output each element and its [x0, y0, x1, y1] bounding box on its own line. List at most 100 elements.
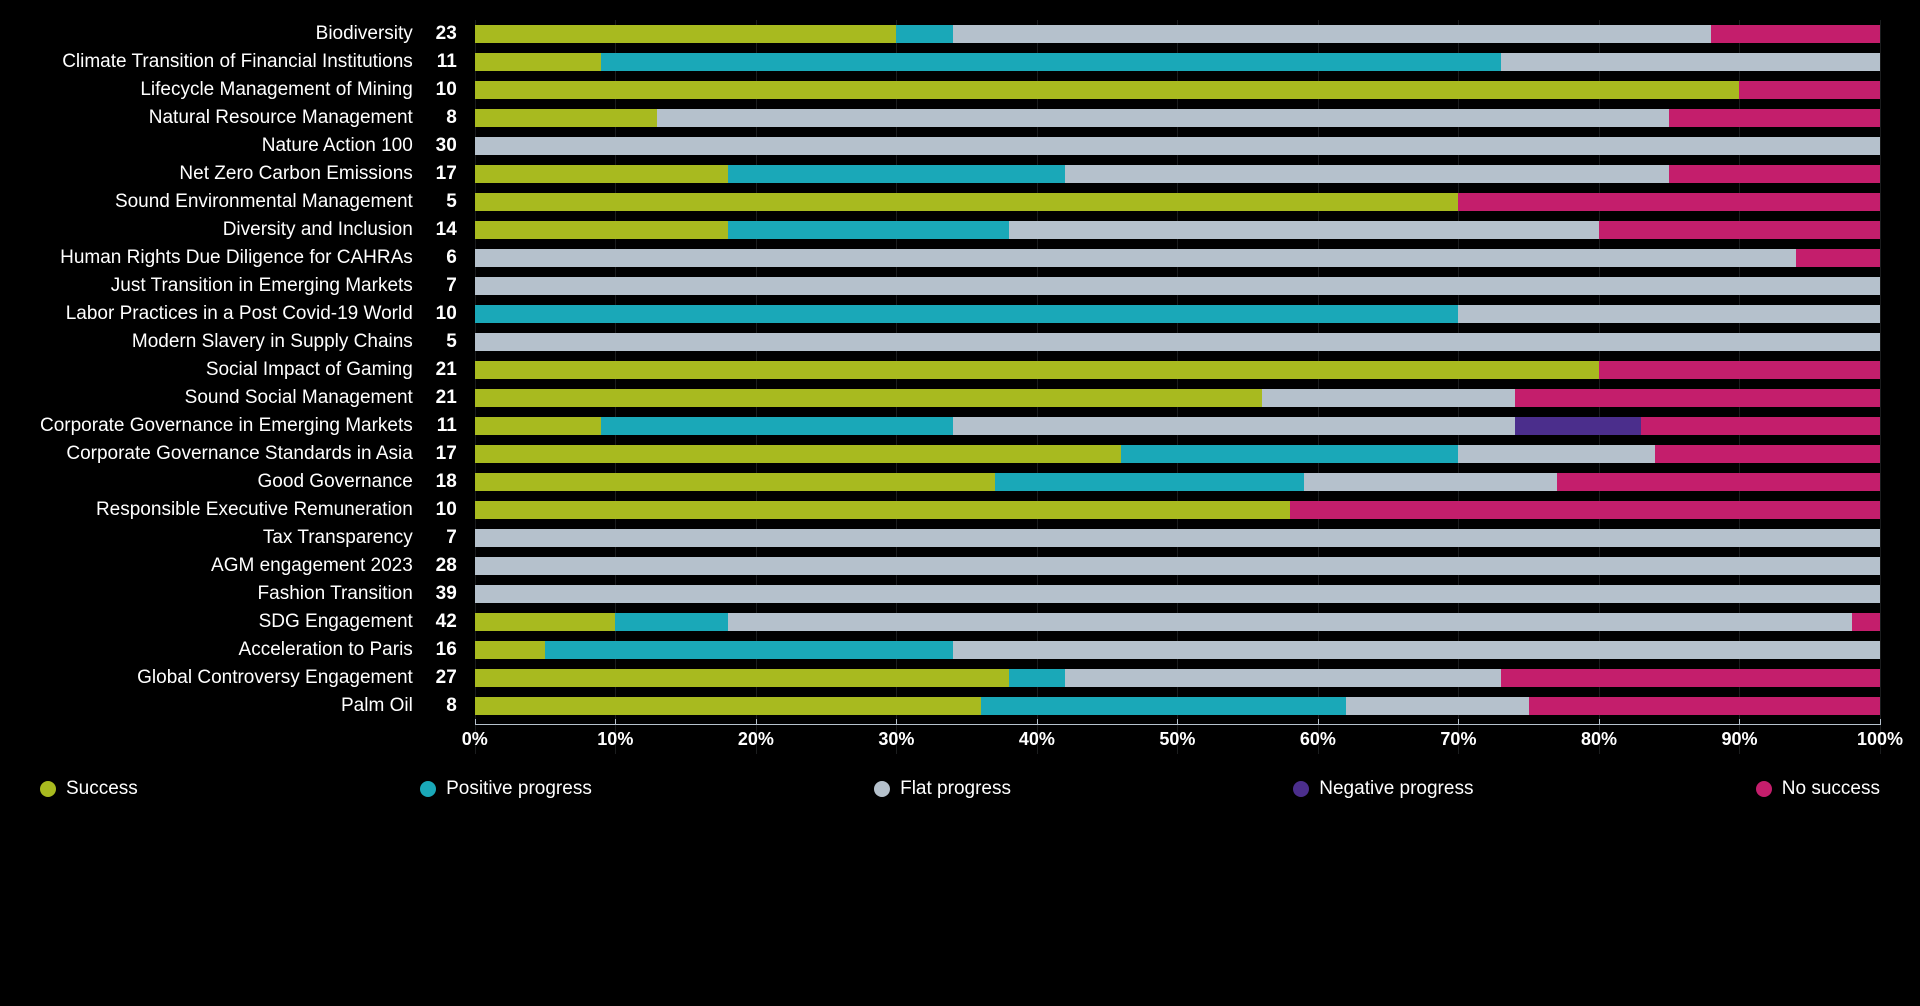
axis-tick-label: 10% [597, 729, 633, 750]
segment-flat_progress [953, 25, 1712, 43]
axis-tick-label: 90% [1721, 729, 1757, 750]
segment-success [475, 109, 658, 127]
legend: SuccessPositive progressFlat progressNeg… [40, 778, 1880, 800]
category-label: Corporate Governance in Emerging Markets [40, 412, 413, 440]
bar-row [475, 692, 1880, 720]
category-label: SDG Engagement [40, 608, 413, 636]
segment-flat_progress [1009, 221, 1599, 239]
stacked-bar [475, 165, 1880, 183]
legend-swatch [874, 781, 890, 797]
legend-item-no_success: No success [1756, 778, 1880, 800]
bar-row [475, 20, 1880, 48]
axis-tick [1880, 719, 1881, 725]
bar-row [475, 272, 1880, 300]
category-value: 17 [427, 440, 457, 468]
category-value: 30 [427, 132, 457, 160]
bar-row [475, 636, 1880, 664]
segment-success [475, 389, 1262, 407]
segment-flat_progress [1458, 445, 1655, 463]
segment-flat_progress [953, 417, 1515, 435]
category-value: 21 [427, 384, 457, 412]
legend-swatch [420, 781, 436, 797]
segment-success [475, 25, 897, 43]
category-value: 21 [427, 356, 457, 384]
axis-tick [1458, 719, 1459, 725]
segment-success [475, 445, 1121, 463]
category-value: 10 [427, 496, 457, 524]
category-values-column: 2311108301751467105212111171810728394216… [413, 20, 475, 754]
segment-positive_progress [728, 221, 1009, 239]
segment-success [475, 669, 1009, 687]
segment-success [475, 417, 601, 435]
segment-no_success [1529, 697, 1880, 715]
legend-label: Positive progress [446, 778, 592, 800]
axis-tick-label: 0% [462, 729, 488, 750]
bar-row [475, 104, 1880, 132]
category-value: 42 [427, 608, 457, 636]
segment-positive_progress [1121, 445, 1458, 463]
category-value: 11 [427, 412, 457, 440]
stacked-bar [475, 529, 1880, 547]
axis-tick-label: 50% [1159, 729, 1195, 750]
segment-no_success [1739, 81, 1880, 99]
segment-success [475, 361, 1599, 379]
segment-no_success [1711, 25, 1880, 43]
category-value: 10 [427, 76, 457, 104]
segment-success [475, 501, 1290, 519]
x-axis: 0%10%20%30%40%50%60%70%80%90%100% [475, 724, 1880, 754]
category-label: Natural Resource Management [40, 104, 413, 132]
legend-item-positive_progress: Positive progress [420, 778, 592, 800]
stacked-bar [475, 81, 1880, 99]
segment-flat_progress [1458, 305, 1880, 323]
stacked-bar [475, 389, 1880, 407]
legend-item-negative_progress: Negative progress [1293, 778, 1473, 800]
category-value: 28 [427, 552, 457, 580]
bar-row [475, 216, 1880, 244]
stacked-bar [475, 305, 1880, 323]
segment-positive_progress [896, 25, 952, 43]
axis-tick [1177, 719, 1178, 725]
segment-flat_progress [728, 613, 1852, 631]
segment-flat_progress [475, 333, 1880, 351]
axis-tick-label: 70% [1440, 729, 1476, 750]
legend-swatch [40, 781, 56, 797]
category-label: Labor Practices in a Post Covid-19 World [40, 300, 413, 328]
segment-no_success [1515, 389, 1880, 407]
category-value: 6 [427, 244, 457, 272]
stacked-bar [475, 557, 1880, 575]
segment-no_success [1557, 473, 1880, 491]
segment-flat_progress [953, 641, 1880, 659]
bar-row [475, 524, 1880, 552]
category-label: Fashion Transition [40, 580, 413, 608]
bar-row [475, 440, 1880, 468]
segment-positive_progress [1009, 669, 1065, 687]
category-label: Diversity and Inclusion [40, 216, 413, 244]
stacked-bar [475, 277, 1880, 295]
segment-flat_progress [1346, 697, 1529, 715]
stacked-bar [475, 193, 1880, 211]
category-label: Sound Social Management [40, 384, 413, 412]
category-label: Biodiversity [40, 20, 413, 48]
segment-positive_progress [728, 165, 1065, 183]
segment-no_success [1669, 109, 1880, 127]
segment-success [475, 641, 545, 659]
stacked-bar [475, 53, 1880, 71]
category-value: 8 [427, 104, 457, 132]
stacked-bar [475, 361, 1880, 379]
segment-no_success [1655, 445, 1880, 463]
axis-tick [1739, 719, 1740, 725]
segment-positive_progress [981, 697, 1346, 715]
axis-tick-label: 30% [878, 729, 914, 750]
segment-negative_progress [1515, 417, 1641, 435]
segment-flat_progress [475, 249, 1796, 267]
bar-row [475, 664, 1880, 692]
segment-flat_progress [475, 585, 1880, 603]
category-value: 5 [427, 188, 457, 216]
segment-success [475, 221, 728, 239]
stacked-bar [475, 613, 1880, 631]
segment-no_success [1852, 613, 1880, 631]
category-label: Nature Action 100 [40, 132, 413, 160]
segment-flat_progress [475, 277, 1880, 295]
segment-positive_progress [475, 305, 1459, 323]
axis-tick [756, 719, 757, 725]
